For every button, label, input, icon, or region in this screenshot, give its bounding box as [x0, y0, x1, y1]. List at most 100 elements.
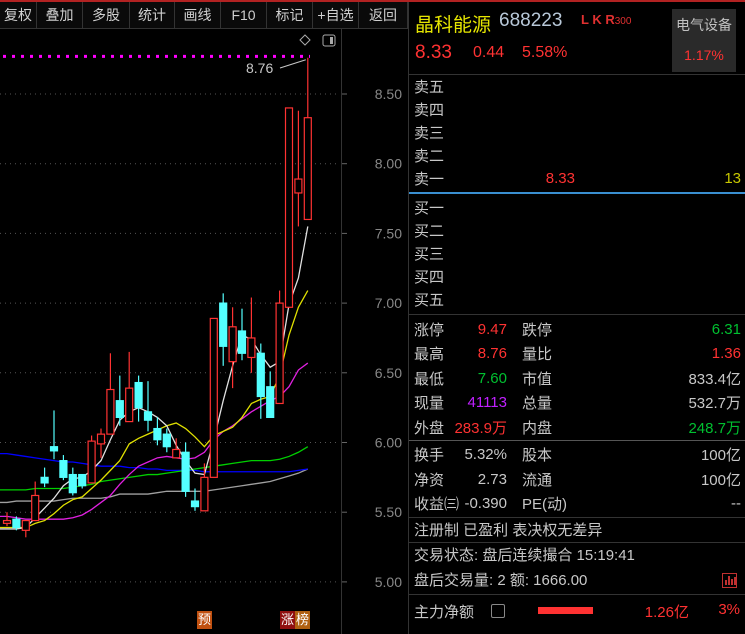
candle-down	[237, 330, 247, 354]
forecast-tag[interactable]: 预	[197, 611, 213, 629]
stat-label: 最低	[414, 370, 445, 388]
y-tick-label: 7.00	[375, 295, 402, 311]
main-flow-label: 主力净额	[414, 603, 475, 621]
stat-value: 532.7万	[688, 395, 741, 413]
quote-header: 晶科能源 688223 L K R300 8.33 0.44 5.58% 电气设…	[409, 2, 745, 75]
stat-value: 8.76	[477, 345, 507, 363]
stat-row: 换手 5.32% 股本 100亿	[409, 443, 745, 468]
toolbar-button[interactable]: +自选	[313, 2, 359, 28]
stat-label: 流通	[522, 471, 553, 489]
stat-row: 最高 8.76 量比 1.36	[409, 342, 745, 367]
main-flow-bar	[538, 606, 593, 614]
toolbar-button[interactable]: 复权	[0, 2, 37, 28]
bid-row: 买五	[409, 288, 745, 311]
diamond-icon[interactable]	[299, 34, 311, 46]
toolbar-button[interactable]: 多股	[83, 2, 130, 28]
candle-up	[284, 107, 294, 308]
trade-status-block: 交易状态: 盘后连续撮合 15:19:41 盘后交易量: 2 额: 1666.0…	[409, 543, 745, 595]
toolbar-button[interactable]: 标记	[267, 2, 313, 28]
y-tick-label: 5.50	[375, 504, 402, 520]
ask-row: 卖四	[409, 98, 745, 121]
stat-row: 现量 41113 总量 532.7万	[409, 391, 745, 416]
stat-value: 6.31	[711, 320, 741, 338]
ask-label: 卖二	[414, 148, 445, 165]
list-icon[interactable]	[491, 603, 505, 618]
stat-value: 100亿	[700, 471, 741, 489]
candle-up	[21, 519, 30, 531]
chart-toolbar: 复权 叠加 多股 统计 画线 F10 标记 +自选 返回	[0, 2, 408, 29]
y-tick-label: 7.50	[375, 225, 402, 241]
ma-line-magenta	[0, 362, 309, 520]
candle-up	[303, 117, 312, 221]
toolbar-button[interactable]: 叠加	[37, 2, 83, 28]
candle-down	[162, 433, 171, 448]
order-book: 卖五 卖四 卖三 卖二 卖一 8.33 13 买一 买二 买三 买四 买五	[409, 75, 745, 315]
quote-panel: 晶科能源 688223 L K R300 8.33 0.44 5.58% 电气设…	[408, 2, 745, 634]
ask-row: 卖一 8.33 13	[409, 167, 745, 190]
candle-up	[31, 494, 40, 522]
stat-value: 5.32%	[464, 446, 507, 464]
last-price: 8.33	[415, 42, 452, 63]
candle-down	[266, 386, 275, 419]
y-tick-label: 6.00	[375, 435, 402, 451]
panel-toggle-icon[interactable]	[322, 34, 336, 47]
stat-row: 净资 2.73 流通 100亿	[409, 467, 745, 492]
stat-value: -0.390	[464, 495, 507, 513]
panel-toggle-icon-fill	[330, 37, 333, 44]
high-price-label: 8.76	[246, 60, 273, 76]
ask-label: 卖四	[414, 102, 445, 119]
stat-label: 收益㈢	[414, 496, 460, 514]
candle-up	[275, 302, 284, 405]
y-tick-label: 5.00	[375, 574, 402, 590]
stock-flags: L K R300	[581, 12, 631, 27]
toolbar-button[interactable]: 统计	[130, 2, 175, 28]
stat-label: 换手	[414, 447, 445, 465]
toolbar-button[interactable]: F10	[221, 2, 267, 28]
stat-label: 最高	[414, 346, 445, 364]
candle-down	[256, 352, 265, 398]
toolbar-button[interactable]: 返回	[359, 2, 408, 28]
bid-label: 买一	[414, 200, 445, 217]
ask-label: 卖五	[414, 79, 445, 96]
main-flow-pct: 3%	[718, 600, 740, 618]
candle-up	[87, 440, 96, 484]
stat-value: 2.73	[477, 470, 507, 488]
after-hours-volume: 盘后交易量: 2 额: 1666.00	[414, 571, 588, 589]
bar-chart-icon[interactable]	[722, 572, 737, 588]
limit-up-tag[interactable]: 涨	[280, 611, 296, 629]
stat-row: 外盘 283.9万 内盘 248.7万	[409, 415, 745, 440]
candlestick-chart[interactable]: 8.50 8.00 7.50 7.00 6.50 6.00 5.50 5.00 8.76	[0, 0, 408, 634]
stat-label: 总量	[522, 395, 553, 413]
candle-up	[172, 448, 181, 459]
axis-divider	[341, 29, 342, 634]
candle-down	[134, 381, 143, 409]
bid-label: 买二	[414, 223, 445, 240]
price-change: 0.44	[473, 44, 505, 61]
sector-button[interactable]: 电气设备 1.17%	[672, 9, 736, 72]
ask-label: 卖三	[414, 125, 445, 142]
y-tick-label: 8.00	[375, 156, 402, 172]
ma-line-gray	[0, 468, 309, 504]
candle-up	[2, 519, 12, 524]
ask-label: 卖一	[414, 171, 445, 188]
stat-label: PE(动)	[522, 496, 568, 514]
stat-value: 7.60	[477, 369, 507, 387]
stat-row: 最低 7.60 市值 833.4亿	[409, 366, 745, 391]
candle-up	[96, 433, 106, 445]
candle-up	[106, 388, 115, 435]
ask-volume: 13	[724, 170, 741, 187]
stat-label: 净资	[414, 471, 445, 489]
ma-line-yellow	[0, 290, 309, 529]
toolbar-button[interactable]: 画线	[175, 2, 221, 28]
stat-value: --	[731, 495, 741, 513]
stats-table: 涨停 9.47 跌停 6.31 最高 8.76 量比 1.36 最低 7.60 市值 833.4亿 现量…	[409, 315, 745, 441]
stat-value: 283.9万	[454, 419, 507, 437]
ranking-tag[interactable]: 榜	[295, 611, 311, 629]
stats-table-2: 换手 5.32% 股本 100亿 净资 2.73 流通 100亿 收益㈢ -0.390 PE(动) -…	[409, 441, 745, 518]
stat-row: 收益㈢ -0.390 PE(动) --	[409, 492, 745, 517]
candle-down	[68, 473, 77, 494]
listing-info: 注册制 已盈利 表决权无差异	[409, 518, 745, 543]
candle-down	[219, 302, 228, 347]
stat-label: 市值	[522, 370, 553, 388]
ma-line-blue	[0, 453, 308, 473]
